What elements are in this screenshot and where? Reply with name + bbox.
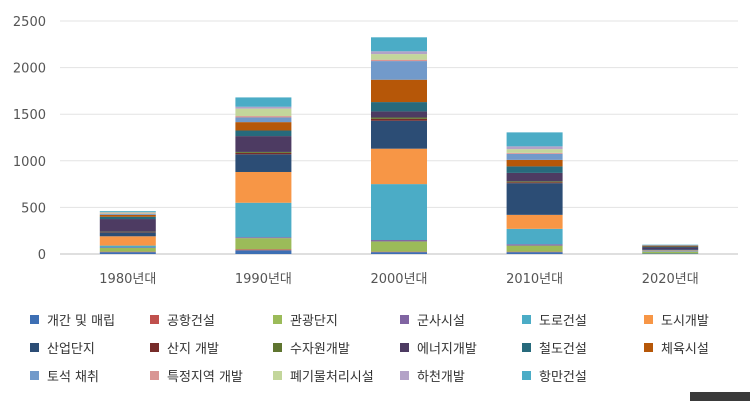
- bar-segment: [235, 106, 292, 109]
- bar-segment: [99, 245, 156, 248]
- bar-segment: [506, 182, 563, 184]
- bar-segment: [235, 151, 292, 153]
- bar-segment: [371, 54, 427, 60]
- y-tick-label: 1000: [13, 155, 46, 170]
- bar-segment: [235, 117, 292, 123]
- bar-segment: [506, 183, 563, 215]
- bar-segment: [99, 232, 156, 237]
- bar-segment: [99, 247, 156, 252]
- bar-segment: [506, 214, 563, 229]
- bar-segment: [99, 212, 156, 214]
- bar-segment: [235, 130, 292, 137]
- bar-segment: [506, 181, 563, 183]
- bar-segment: [371, 51, 427, 55]
- x-tick-label: 1980년대: [99, 272, 156, 287]
- bar-segment: [235, 116, 292, 118]
- bar-segment: [371, 241, 427, 252]
- bar-segment: [99, 252, 156, 254]
- bar-segment: [99, 216, 156, 220]
- bar-segment: [371, 79, 427, 103]
- y-tick-label: 0: [38, 248, 46, 263]
- bar-segment: [235, 122, 292, 131]
- bar-segment: [642, 251, 699, 254]
- bar-segment: [371, 118, 427, 121]
- bar-segment: [235, 154, 292, 172]
- bar-segment: [371, 148, 427, 185]
- bar-segment: [506, 166, 563, 173]
- bar-segment: [371, 59, 427, 62]
- bar-segment: [235, 136, 292, 152]
- y-tick-label: 2500: [13, 15, 46, 30]
- bar-segment: [371, 184, 427, 241]
- bar-segment: [235, 238, 292, 250]
- bar-segment: [506, 153, 563, 160]
- x-tick-label: 2020년대: [642, 272, 699, 287]
- y-axis-ticks: 0 500 1000 1500 2000 2500: [13, 15, 46, 263]
- bar-segment: [235, 249, 292, 251]
- bar-segment: [371, 37, 427, 52]
- bar-segment: [371, 240, 427, 242]
- corner-block: [690, 392, 750, 401]
- bar-segment: [99, 213, 156, 215]
- bar-segment: [235, 237, 292, 239]
- bar-segment: [642, 246, 699, 248]
- bar-segment: [235, 250, 292, 254]
- bar-segment: [235, 202, 292, 238]
- y-tick-label: 1500: [13, 108, 46, 123]
- bar-segment: [371, 111, 427, 118]
- bar-segment: [371, 252, 427, 254]
- bar-segment: [99, 236, 156, 246]
- bar-segment: [99, 219, 156, 232]
- bar-segment: [235, 108, 292, 117]
- y-tick-label: 2000: [13, 62, 46, 77]
- bar-segment: [99, 214, 156, 217]
- bar-segment: [506, 228, 563, 245]
- bar-segment: [642, 249, 699, 251]
- bar-segment: [371, 102, 427, 112]
- bar-segment: [506, 146, 563, 150]
- bar-segment: [642, 245, 699, 247]
- bar-segment: [371, 120, 427, 149]
- bar-segment: [235, 152, 292, 155]
- bar-segment: [642, 247, 699, 250]
- bar-segment: [506, 132, 563, 147]
- bar-segment: [506, 245, 563, 252]
- bar-segment: [371, 61, 427, 80]
- bar-segment: [506, 244, 563, 246]
- bar-segment: [506, 252, 563, 254]
- x-tick-label: 1990년대: [235, 272, 292, 287]
- bar-segment: [506, 152, 563, 154]
- bar-segment: [506, 159, 563, 167]
- bar-segment: [506, 172, 563, 182]
- y-tick-label: 500: [21, 201, 46, 216]
- bar-segment: [235, 171, 292, 203]
- bar-segment: [506, 149, 563, 153]
- bar-segment: [235, 97, 292, 107]
- bar-segment: [371, 117, 427, 119]
- bars: [99, 37, 699, 254]
- bar-segment: [99, 211, 156, 213]
- x-axis-ticks: 1980년대 1990년대 2000년대 2010년대 2020년대: [99, 272, 698, 287]
- x-tick-label: 2000년대: [370, 272, 427, 287]
- x-tick-label: 2010년대: [506, 272, 563, 287]
